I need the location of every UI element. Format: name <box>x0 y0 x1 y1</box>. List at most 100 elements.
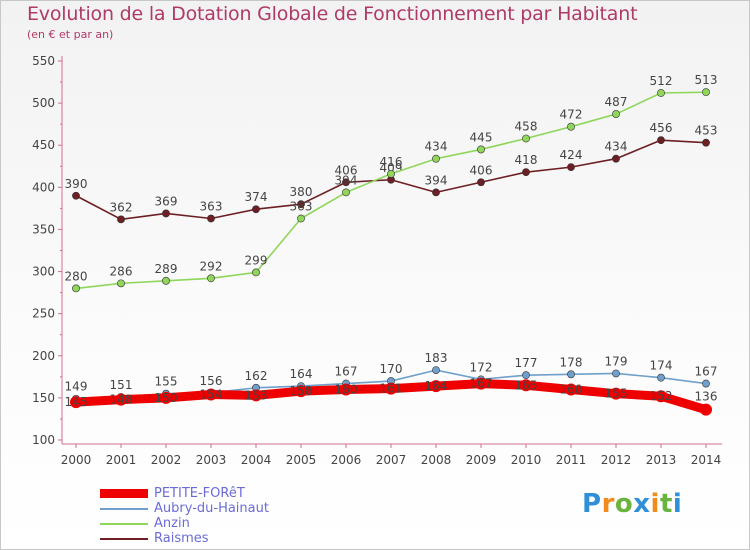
data-point <box>297 214 305 223</box>
chart-subtitle: (en € et par an) <box>27 28 114 41</box>
data-label: 418 <box>515 153 538 167</box>
data-label: 434 <box>605 140 628 154</box>
data-point <box>700 403 712 416</box>
legend-label: Aubry-du-Hainaut <box>154 501 269 516</box>
data-point <box>70 396 82 409</box>
data-point <box>207 274 215 283</box>
data-label: 167 <box>470 377 493 391</box>
data-label: 487 <box>605 95 628 109</box>
data-point <box>297 200 305 209</box>
data-point <box>657 373 665 382</box>
data-point <box>657 136 665 145</box>
data-label: 363 <box>290 199 313 213</box>
y-tick-label: 400 <box>32 180 55 194</box>
x-tick-label: 2003 <box>196 453 227 467</box>
data-label: 172 <box>470 360 493 374</box>
data-label: 148 <box>110 393 133 407</box>
legend: PETITE-FORêT Aubry-du-Hainaut Anzin Raismes <box>100 486 269 546</box>
legend-label: PETITE-FORêT <box>154 486 245 501</box>
data-label: 183 <box>425 351 448 365</box>
x-tick-label: 2005 <box>286 453 317 467</box>
data-label: 164 <box>425 379 448 393</box>
data-label: 167 <box>335 365 358 379</box>
data-label: 152 <box>650 389 673 403</box>
data-label: 158 <box>290 384 313 398</box>
data-point <box>342 188 350 197</box>
data-label: 458 <box>515 119 538 133</box>
data-point <box>387 169 395 178</box>
data-point <box>565 383 577 396</box>
data-label: 369 <box>155 194 178 208</box>
legend-label: Anzin <box>154 516 190 531</box>
data-point <box>702 138 710 147</box>
y-tick-label: 450 <box>32 138 55 152</box>
data-point <box>252 205 260 214</box>
data-label: 406 <box>335 163 358 177</box>
data-point <box>475 377 487 390</box>
data-label: 434 <box>425 140 448 154</box>
data-label: 292 <box>200 259 223 273</box>
data-label: 149 <box>65 380 88 394</box>
chart-title: Evolution de la Dotation Globale de Fonc… <box>27 3 638 25</box>
data-label: 513 <box>695 73 718 87</box>
data-label: 424 <box>560 148 583 162</box>
data-label: 156 <box>200 374 223 388</box>
data-label: 164 <box>290 367 313 381</box>
data-label: 362 <box>110 200 133 214</box>
data-label: 286 <box>110 264 133 278</box>
legend-item: PETITE-FORêT <box>100 486 269 501</box>
data-point <box>432 188 440 197</box>
data-label: 456 <box>650 121 673 135</box>
data-label: 179 <box>605 354 628 368</box>
series-line-anzin <box>75 91 707 290</box>
data-point <box>385 382 397 395</box>
data-point <box>72 191 80 200</box>
x-tick-label: 2002 <box>151 453 182 467</box>
data-point <box>477 145 485 154</box>
data-point <box>252 268 260 277</box>
data-label: 445 <box>470 130 493 144</box>
data-label: 453 <box>695 124 718 138</box>
data-label: 153 <box>245 388 268 402</box>
data-label: 416 <box>380 155 403 169</box>
y-tick-label: 150 <box>32 391 55 405</box>
data-label: 161 <box>380 382 403 396</box>
x-tick-label: 2004 <box>241 453 272 467</box>
data-point <box>655 390 667 403</box>
data-point <box>522 134 530 143</box>
x-tick-label: 2012 <box>601 453 632 467</box>
data-label: 374 <box>245 190 268 204</box>
data-label: 154 <box>200 388 223 402</box>
y-tick-label: 100 <box>32 433 55 447</box>
data-label: 472 <box>560 108 583 122</box>
data-point <box>430 380 442 393</box>
data-label: 363 <box>200 199 223 213</box>
data-point <box>207 214 215 223</box>
proxiti-logo: Proxiti <box>582 489 683 519</box>
data-label: 150 <box>155 391 178 405</box>
data-label: 406 <box>470 163 493 177</box>
data-label: 289 <box>155 262 178 276</box>
data-point <box>342 178 350 187</box>
data-label: 394 <box>425 173 448 187</box>
data-label: 145 <box>65 395 88 409</box>
data-label: 160 <box>335 382 358 396</box>
data-point <box>162 209 170 218</box>
legend-item: Anzin <box>100 516 269 531</box>
y-tick-label: 300 <box>32 265 55 279</box>
legend-label: Raismes <box>154 531 209 546</box>
data-label: 162 <box>245 369 268 383</box>
data-point <box>162 276 170 285</box>
x-tick-label: 2014 <box>691 453 722 467</box>
data-label: 380 <box>290 185 313 199</box>
data-point <box>250 389 262 402</box>
data-label: 167 <box>695 365 718 379</box>
data-label: 177 <box>515 356 538 370</box>
data-point <box>612 110 620 118</box>
x-tick-label: 2011 <box>556 453 587 467</box>
data-point <box>522 371 530 380</box>
data-label: 394 <box>335 173 358 187</box>
data-label: 174 <box>650 359 673 373</box>
